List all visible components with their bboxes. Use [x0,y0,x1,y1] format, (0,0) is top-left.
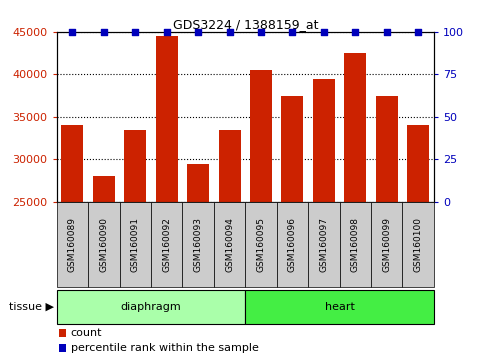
Text: GSM160095: GSM160095 [256,217,266,272]
Text: count: count [70,328,102,338]
Bar [376,96,398,202]
Point [69,29,76,35]
Point [352,29,359,35]
Point [163,29,171,35]
Text: GSM160100: GSM160100 [414,217,423,272]
Bar [313,79,335,202]
Text: GSM160092: GSM160092 [162,217,171,272]
Text: GSM160099: GSM160099 [382,217,391,272]
Point [383,29,390,35]
Bar [187,164,209,202]
Text: GSM160097: GSM160097 [319,217,328,272]
Point [257,29,265,35]
Bar [250,70,272,202]
Point [226,29,234,35]
Text: GSM160096: GSM160096 [288,217,297,272]
Text: GSM160093: GSM160093 [194,217,203,272]
Point [414,29,422,35]
Bar [282,96,303,202]
Text: percentile rank within the sample: percentile rank within the sample [70,343,258,353]
Text: diaphragm: diaphragm [121,302,181,312]
Bar [344,53,366,202]
Bar [93,176,115,202]
Text: tissue ▶: tissue ▶ [9,302,54,312]
Text: GSM160094: GSM160094 [225,217,234,272]
Text: heart: heart [324,302,354,312]
Text: GSM160098: GSM160098 [351,217,360,272]
Point [194,29,202,35]
Bar [156,36,177,202]
Text: GSM160090: GSM160090 [99,217,108,272]
Point [131,29,139,35]
Point [288,29,296,35]
Point [100,29,108,35]
Bar [62,125,83,202]
Bar [218,130,241,202]
Bar [407,125,429,202]
Title: GDS3224 / 1388159_at: GDS3224 / 1388159_at [173,18,318,31]
Text: GSM160091: GSM160091 [131,217,140,272]
Text: GSM160089: GSM160089 [68,217,77,272]
Bar [124,130,146,202]
Point [320,29,328,35]
